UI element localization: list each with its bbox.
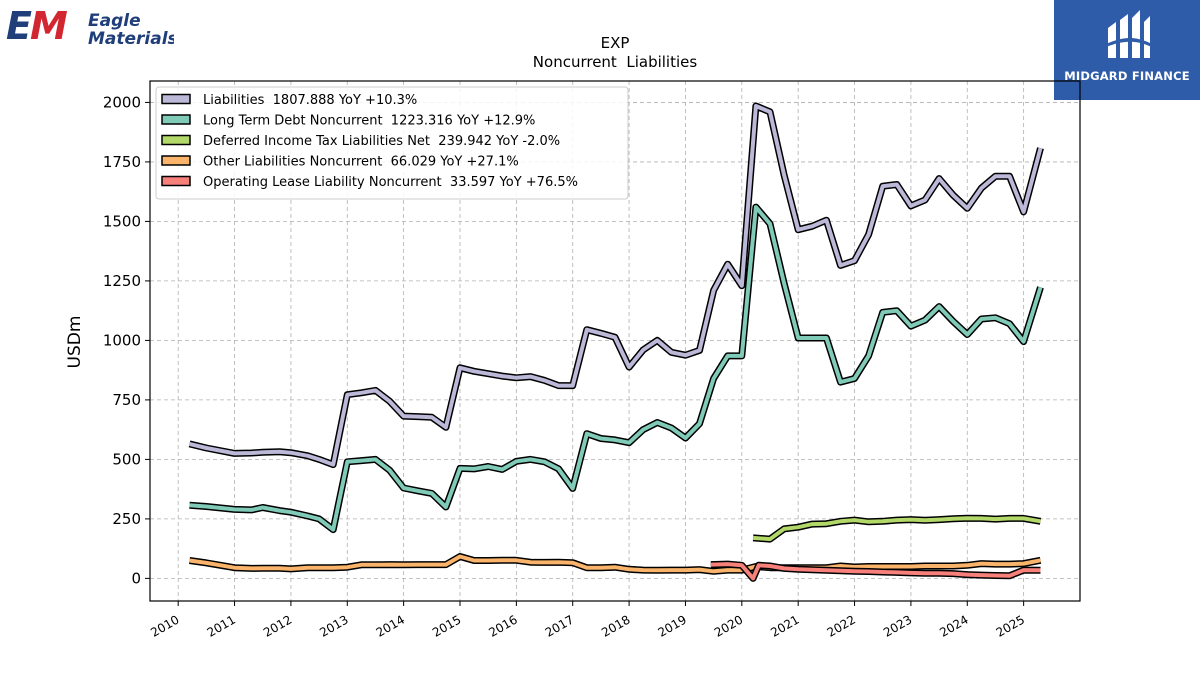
y-tick-label: 500 [112, 450, 141, 468]
series-line-1 [189, 205, 1043, 532]
legend-swatch [161, 175, 191, 187]
x-tick-label: 2016 [486, 612, 519, 639]
badge-text: MIDGARD FINANCE [1064, 69, 1190, 83]
x-tick-label: 2019 [656, 612, 689, 639]
midgard-finance-badge: MIDGARD FINANCE [1054, 0, 1200, 100]
legend-swatch [161, 155, 191, 166]
y-tick-label: 1500 [103, 212, 141, 230]
series-line-4 [710, 562, 1041, 581]
legend: Liabilities 1807.888 YoY +10.3% Long Term… [155, 86, 629, 200]
x-tick-label: 2025 [994, 612, 1027, 639]
y-axis-label: USDm [65, 316, 85, 369]
y-tick-label: 1250 [103, 272, 141, 290]
y-tick-label: 250 [112, 510, 141, 528]
legend-label: Other Liabilities Noncurrent 66.029 YoY … [203, 155, 519, 170]
y-tick-label: 2000 [103, 93, 141, 111]
eagle-materials-logo-mark: E M Eagle Materials [6, 4, 178, 49]
chart-subtitle: Noncurrent Liabilities [533, 53, 698, 71]
legend-label: Operating Lease Liability Noncurrent 33.… [203, 175, 578, 190]
x-tick-label: 2015 [430, 612, 463, 639]
x-tick-label: 2020 [712, 612, 745, 639]
x-tick-label: 2013 [317, 612, 350, 639]
x-tick-label: 2024 [937, 612, 970, 639]
x-tick-label: 2011 [205, 612, 238, 639]
legend-swatch [161, 134, 191, 146]
logo-m-letter: M [30, 4, 68, 46]
eagle-materials-logo: E M Eagle Materials [4, 4, 178, 49]
y-tick-label: 1000 [103, 331, 141, 349]
y-tick-label: 1750 [103, 153, 141, 171]
legend-swatch [161, 114, 191, 125]
logo-line2: Materials [88, 29, 174, 46]
y-axis: 0 250 500 750 1000 1250 1500 1750 2000 [103, 93, 150, 587]
legend-label: Deferred Income Tax Liabilities Net 239.… [203, 134, 560, 149]
x-tick-label: 2021 [768, 612, 801, 639]
x-tick-label: 2017 [543, 612, 576, 639]
logo-e-letter: E [6, 4, 32, 46]
x-axis: 2010 2011 2012 2013 2014 2015 2016 2017 2018 2019… [148, 601, 1027, 640]
legend-swatch [161, 93, 191, 105]
x-tick-label: 2010 [148, 612, 181, 639]
series-line-2 [752, 516, 1041, 542]
series-line-3 [189, 554, 1041, 574]
legend-label: Liabilities 1807.888 YoY +10.3% [203, 93, 417, 108]
midgard-logo-icon [1106, 10, 1152, 58]
logo-line1: Eagle [88, 11, 141, 31]
legend-box [155, 86, 629, 200]
x-tick-label: 2022 [825, 612, 858, 639]
x-tick-label: 2023 [881, 612, 914, 639]
x-tick-label: 2018 [599, 612, 632, 639]
x-tick-label: 2014 [374, 612, 407, 639]
plot-frame [149, 80, 1081, 602]
series-layer [188, 102, 1044, 582]
chart-title: EXP [601, 34, 630, 52]
series-outline-1 [189, 203, 1044, 534]
legend-label: Long Term Debt Noncurrent 1223.316 YoY +… [203, 114, 535, 129]
series-line-0 [189, 104, 1043, 467]
y-tick-label: 750 [112, 391, 141, 409]
x-tick-label: 2012 [261, 612, 294, 639]
y-tick-label: 0 [131, 569, 141, 587]
